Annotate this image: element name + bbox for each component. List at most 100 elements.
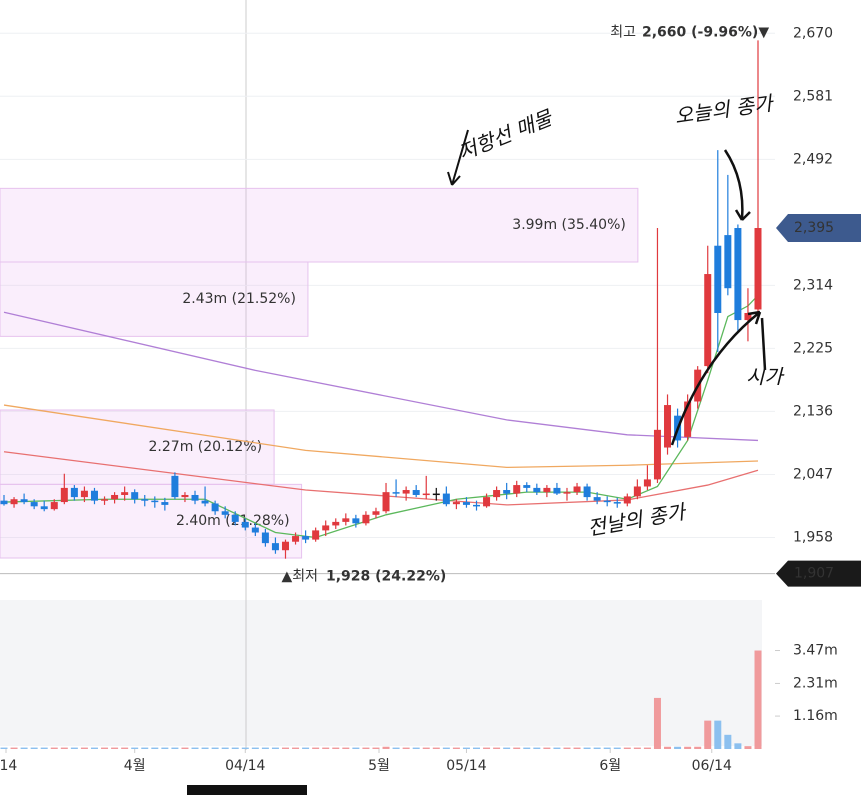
candle-body (503, 490, 511, 494)
candle-body (80, 490, 88, 498)
candle-body (684, 401, 692, 437)
candle-body (161, 502, 169, 505)
volume-bar (543, 747, 551, 749)
candle-body (744, 312, 752, 321)
volume-bar (281, 747, 289, 749)
volume-bar (633, 747, 641, 749)
x-tick-label: 4월 (124, 758, 146, 774)
volume-bar (724, 734, 732, 749)
x-tick-label: 5월 (368, 758, 390, 774)
candle-body (593, 497, 601, 501)
candle-body (312, 530, 320, 540)
moving-average (3, 404, 759, 469)
candle-body (302, 536, 310, 540)
candle-body (231, 514, 239, 522)
volume-bar (412, 747, 420, 749)
candle-body (513, 485, 521, 494)
volume-bar (251, 747, 259, 749)
volume-bar (50, 747, 58, 749)
candle-body (573, 486, 581, 493)
volume-bar (462, 747, 470, 749)
candle-body (191, 494, 199, 501)
candle-body (261, 532, 269, 544)
low-marker-prefix: ▲최저 (281, 569, 318, 585)
y-tick-label: 2,581 (793, 88, 833, 104)
volume-bar (241, 747, 249, 749)
candle-body (643, 479, 651, 487)
volume-bar (372, 747, 380, 749)
volume-bar (0, 747, 8, 749)
candle-body (362, 514, 370, 524)
candle-body (493, 490, 501, 498)
candle-body (412, 490, 420, 495)
candle-body (583, 486, 591, 498)
arrow (723, 149, 751, 221)
candle-body (603, 500, 611, 503)
volume-bar (171, 747, 179, 749)
volume-bar (302, 747, 310, 749)
volume-bar (483, 747, 491, 749)
candle-body (483, 497, 491, 507)
candle-body (281, 541, 289, 551)
volume-bar (271, 747, 279, 749)
candle-body (734, 228, 742, 321)
volume-bar (553, 747, 561, 749)
candle-body (111, 494, 119, 500)
volume-bar (442, 747, 450, 749)
candle-body (40, 506, 48, 510)
volume-bar (20, 747, 28, 749)
volume-background (0, 600, 762, 746)
volume-bar (684, 746, 692, 749)
volume-bar (432, 747, 440, 749)
candle-body (623, 496, 631, 504)
volume-bar (493, 747, 501, 749)
volume-bar (80, 747, 88, 749)
volume-bar (402, 747, 410, 749)
volume-bar (121, 747, 129, 749)
volume-bar (211, 747, 219, 749)
volume-bar (90, 747, 98, 749)
candle-body (372, 511, 380, 515)
volume-profile-bar (0, 261, 309, 337)
candle-body (422, 493, 430, 496)
candle-body (151, 500, 159, 503)
candle-body (462, 502, 470, 505)
volume-bar (131, 747, 139, 749)
volume-bar (664, 746, 672, 749)
candle-body (171, 475, 179, 498)
candle-body (30, 502, 38, 507)
candle-body (563, 492, 571, 494)
candle-body (10, 499, 18, 505)
volume-bar (744, 746, 752, 749)
volume-tick-label: 3.47m (793, 643, 838, 659)
low-price-label: 1,907 (794, 566, 834, 582)
candle-body (20, 499, 28, 503)
volume-bar (312, 747, 320, 749)
volume-bar (392, 747, 400, 749)
candle-body (432, 493, 440, 496)
volume-bar (563, 747, 571, 749)
candle-body (70, 487, 78, 498)
candle-body (332, 521, 340, 526)
volume-bar (231, 747, 239, 749)
volume-bar (754, 650, 762, 749)
low-marker-label: 1,928 (24.22%) (326, 569, 446, 585)
volume-bar (10, 747, 18, 749)
candle-body (382, 492, 390, 512)
candle-body (724, 235, 732, 289)
candle-body (221, 511, 229, 515)
volume-profile-bar (0, 409, 275, 485)
candle-body (50, 502, 58, 510)
candle-body (90, 490, 98, 501)
x-tick-label: 05/14 (446, 758, 486, 774)
candle-body (60, 487, 68, 503)
volume-bar (292, 747, 300, 749)
volume-bar (603, 747, 611, 749)
scrollbar[interactable] (187, 785, 307, 795)
volume-bar (704, 720, 712, 749)
volume-bar (70, 747, 78, 749)
candle-body (523, 485, 531, 488)
y-tick-label: 1,958 (793, 529, 833, 545)
y-tick-label: 2,492 (793, 151, 833, 167)
candle-body (533, 487, 541, 493)
